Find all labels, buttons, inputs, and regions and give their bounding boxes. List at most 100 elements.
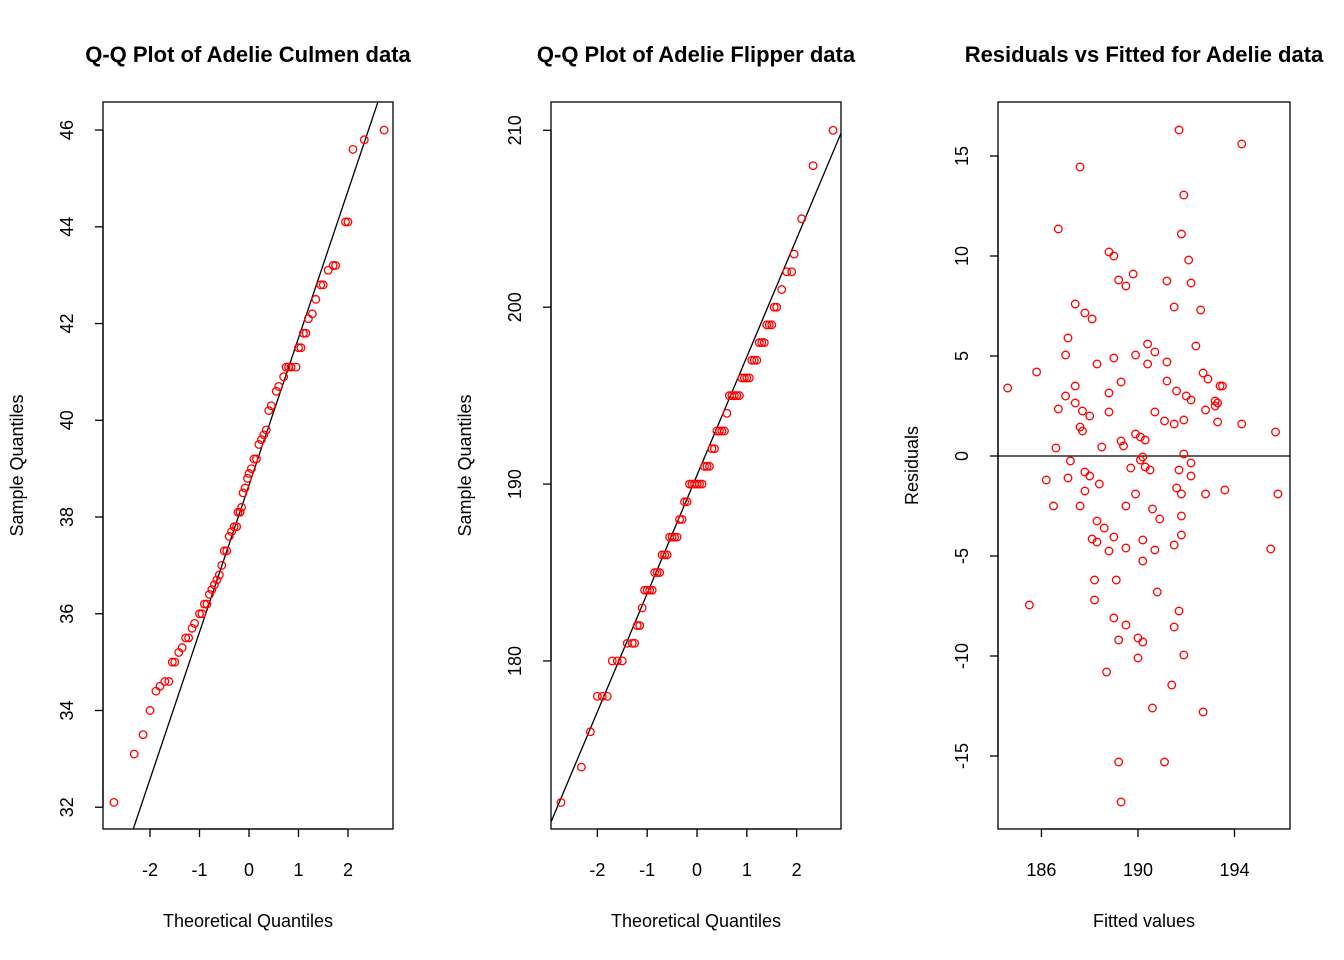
point bbox=[227, 527, 237, 536]
point bbox=[212, 575, 222, 585]
point bbox=[1121, 620, 1131, 630]
point bbox=[754, 338, 764, 348]
point bbox=[181, 633, 191, 643]
point bbox=[1160, 757, 1169, 767]
point bbox=[752, 355, 762, 365]
point bbox=[1102, 667, 1112, 677]
point bbox=[1169, 622, 1179, 632]
point bbox=[1080, 308, 1090, 318]
point bbox=[1121, 543, 1131, 553]
x-axis-label: Fitted values bbox=[1093, 911, 1195, 931]
point bbox=[167, 657, 177, 667]
point bbox=[187, 623, 197, 633]
point bbox=[328, 261, 338, 270]
y-tick-label: 200 bbox=[505, 292, 525, 322]
point bbox=[1070, 381, 1080, 391]
y-tick-label: 42 bbox=[57, 314, 77, 334]
point bbox=[207, 585, 217, 595]
point bbox=[301, 328, 311, 338]
point bbox=[249, 454, 259, 464]
point bbox=[237, 502, 247, 512]
point bbox=[1150, 545, 1160, 555]
point bbox=[1155, 514, 1165, 524]
point bbox=[1099, 523, 1109, 533]
point bbox=[1176, 511, 1186, 521]
point bbox=[677, 515, 687, 524]
point bbox=[734, 391, 744, 401]
point bbox=[1128, 269, 1138, 279]
plot-area bbox=[998, 125, 1290, 807]
point bbox=[1049, 501, 1058, 511]
point bbox=[1174, 606, 1184, 616]
point bbox=[747, 355, 757, 365]
point bbox=[224, 531, 234, 541]
point bbox=[1131, 350, 1141, 360]
point bbox=[1138, 556, 1148, 566]
point bbox=[1140, 435, 1150, 445]
point bbox=[1109, 613, 1119, 623]
point bbox=[767, 320, 777, 330]
point bbox=[256, 435, 266, 445]
point bbox=[1119, 441, 1128, 451]
point bbox=[1167, 680, 1177, 690]
point bbox=[777, 285, 787, 294]
point bbox=[729, 391, 739, 401]
point bbox=[1176, 229, 1186, 239]
y-tick-label: 32 bbox=[57, 797, 77, 817]
point bbox=[1198, 368, 1208, 378]
point bbox=[744, 373, 754, 383]
y-tick-label: -10 bbox=[952, 643, 972, 669]
x-tick-label: 2 bbox=[343, 860, 353, 880]
point bbox=[700, 461, 709, 471]
point bbox=[749, 355, 759, 365]
point bbox=[652, 568, 662, 577]
point bbox=[323, 265, 333, 275]
point bbox=[1147, 703, 1157, 713]
point bbox=[1092, 516, 1102, 526]
plot-frame bbox=[997, 101, 1291, 830]
point bbox=[1147, 504, 1157, 514]
point bbox=[348, 144, 358, 154]
x-tick-label: 2 bbox=[792, 860, 802, 880]
point bbox=[155, 681, 165, 691]
point bbox=[1162, 276, 1172, 286]
point bbox=[1104, 247, 1114, 257]
point bbox=[1198, 707, 1208, 717]
point bbox=[197, 609, 207, 619]
point bbox=[1087, 534, 1097, 544]
point bbox=[202, 599, 212, 609]
point bbox=[200, 599, 209, 609]
point bbox=[1135, 432, 1145, 442]
point bbox=[1138, 535, 1148, 545]
point bbox=[1133, 653, 1143, 663]
point bbox=[274, 381, 284, 391]
point bbox=[240, 483, 250, 493]
point bbox=[742, 373, 752, 383]
x-axis-label: Theoretical Quantiles bbox=[163, 911, 333, 931]
point bbox=[1078, 406, 1087, 416]
point bbox=[722, 408, 732, 418]
point bbox=[1070, 299, 1080, 309]
point bbox=[1121, 501, 1131, 511]
point bbox=[247, 464, 256, 474]
point bbox=[1152, 587, 1162, 597]
point bbox=[311, 294, 321, 304]
point bbox=[1131, 489, 1141, 499]
x-tick-label: 0 bbox=[692, 860, 702, 880]
point bbox=[1162, 376, 1172, 386]
point bbox=[204, 589, 214, 599]
point bbox=[160, 677, 170, 686]
point bbox=[682, 497, 692, 507]
x-tick-label: 186 bbox=[1026, 860, 1056, 880]
y-tick-label: 15 bbox=[952, 146, 972, 166]
point bbox=[680, 497, 689, 507]
point bbox=[209, 580, 219, 590]
point bbox=[1213, 417, 1223, 427]
point bbox=[1220, 485, 1230, 495]
point bbox=[303, 314, 313, 324]
point bbox=[1186, 278, 1196, 288]
point bbox=[243, 473, 252, 483]
point bbox=[1075, 162, 1085, 172]
point bbox=[222, 546, 232, 556]
point bbox=[259, 430, 269, 440]
